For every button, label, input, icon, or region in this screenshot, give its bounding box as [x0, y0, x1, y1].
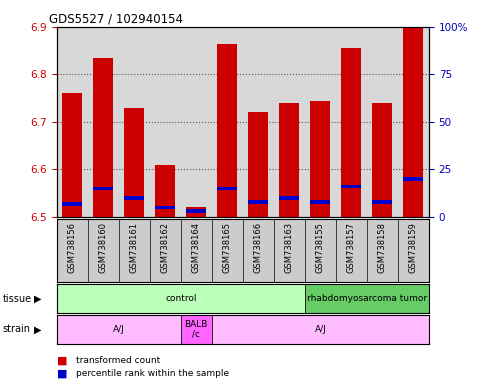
Bar: [310, 101, 330, 217]
Bar: [57, 284, 305, 313]
Bar: [279, 103, 299, 217]
Bar: [62, 202, 82, 205]
Bar: [217, 187, 237, 190]
Text: GSM738156: GSM738156: [68, 222, 77, 273]
Bar: [403, 27, 423, 217]
Bar: [62, 93, 82, 217]
Bar: [93, 187, 113, 190]
Text: tissue: tissue: [2, 293, 32, 304]
Bar: [372, 200, 392, 204]
Bar: [341, 185, 361, 189]
Bar: [155, 165, 176, 217]
Text: strain: strain: [2, 324, 31, 334]
Bar: [93, 58, 113, 217]
Text: GDS5527 / 102940154: GDS5527 / 102940154: [49, 13, 183, 26]
Text: rhabdomyosarcoma tumor: rhabdomyosarcoma tumor: [307, 294, 427, 303]
Bar: [279, 196, 299, 200]
Bar: [186, 207, 207, 217]
Text: ■: ■: [57, 368, 67, 378]
Text: GSM738163: GSM738163: [285, 222, 294, 273]
Bar: [217, 43, 237, 217]
Text: GSM738160: GSM738160: [99, 222, 108, 273]
Text: ▶: ▶: [34, 293, 41, 304]
Text: BALB
/c: BALB /c: [184, 319, 208, 339]
Text: A/J: A/J: [315, 325, 326, 334]
Text: A/J: A/J: [113, 325, 125, 334]
Text: control: control: [165, 294, 197, 303]
Text: percentile rank within the sample: percentile rank within the sample: [76, 369, 230, 378]
Text: GSM738159: GSM738159: [409, 222, 418, 273]
Bar: [181, 315, 212, 344]
Bar: [57, 315, 181, 344]
Bar: [248, 200, 268, 204]
Bar: [124, 108, 144, 217]
Text: GSM738161: GSM738161: [130, 222, 139, 273]
Text: GSM738164: GSM738164: [192, 222, 201, 273]
Bar: [310, 200, 330, 204]
Text: ▶: ▶: [34, 324, 41, 334]
Bar: [155, 205, 176, 209]
Bar: [305, 284, 429, 313]
Bar: [403, 177, 423, 181]
Bar: [341, 48, 361, 217]
Bar: [248, 113, 268, 217]
Text: GSM738166: GSM738166: [254, 222, 263, 273]
Bar: [372, 103, 392, 217]
Bar: [124, 196, 144, 200]
Text: GSM738162: GSM738162: [161, 222, 170, 273]
Bar: [212, 315, 429, 344]
Text: GSM738165: GSM738165: [223, 222, 232, 273]
Bar: [186, 209, 207, 213]
Text: GSM738157: GSM738157: [347, 222, 356, 273]
Text: ■: ■: [57, 355, 67, 365]
Text: transformed count: transformed count: [76, 356, 161, 365]
Text: GSM738158: GSM738158: [378, 222, 387, 273]
Text: GSM738155: GSM738155: [316, 222, 325, 273]
